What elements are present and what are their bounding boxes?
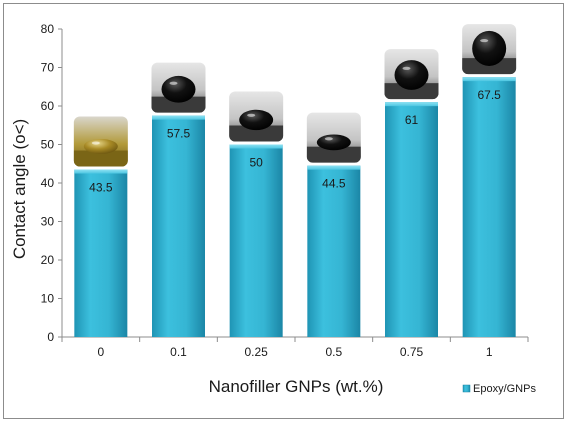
droplet-photo <box>229 91 284 142</box>
droplet-surface <box>229 125 284 142</box>
droplet-surface <box>151 96 206 113</box>
droplet-highlight <box>480 38 489 43</box>
bar-top-highlight <box>74 169 128 174</box>
x-tick-label: 0.1 <box>170 345 187 359</box>
droplet-surface <box>73 150 128 167</box>
y-tick-label: 60 <box>41 99 55 113</box>
droplet-highlight <box>324 137 333 141</box>
y-tick-label: 40 <box>41 176 55 190</box>
legend-swatch <box>462 384 471 393</box>
bar-top-highlight <box>462 77 516 82</box>
bar-top-highlight <box>152 115 205 120</box>
droplet-highlight <box>91 141 100 145</box>
bar <box>462 77 516 337</box>
droplet-surface <box>384 83 439 100</box>
data-label: 50 <box>249 156 263 170</box>
droplet-highlight <box>169 81 178 85</box>
bar-top-highlight <box>229 144 283 149</box>
droplet <box>394 60 429 90</box>
bar <box>229 144 283 337</box>
droplet <box>316 134 351 151</box>
y-tick-label: 10 <box>41 292 55 306</box>
y-axis-title: Contact angle (o<) <box>10 119 29 259</box>
droplet-photo <box>462 24 517 75</box>
droplet-photo <box>151 62 206 113</box>
droplet-photo <box>73 116 128 167</box>
x-tick-label: 0.25 <box>244 345 268 359</box>
droplet <box>161 75 196 103</box>
droplet <box>472 30 507 67</box>
droplet-highlight <box>402 66 411 70</box>
bar <box>385 102 438 338</box>
droplet-highlight <box>247 113 256 117</box>
droplet <box>83 138 118 154</box>
data-label: 43.5 <box>89 181 113 195</box>
x-tick-label: 0 <box>97 345 104 359</box>
bar-top-highlight <box>307 165 361 170</box>
x-tick-label: 0.5 <box>325 345 342 359</box>
y-tick-label: 0 <box>47 330 54 344</box>
bar <box>152 115 205 337</box>
x-axis-title: Nanofiller GNPs (wt.%) <box>209 377 384 396</box>
data-label: 44.5 <box>322 177 346 191</box>
legend: Epoxy/GNPs <box>462 383 536 395</box>
bar <box>74 169 128 337</box>
droplet <box>239 109 274 131</box>
y-tick-label: 70 <box>41 61 55 75</box>
droplet-photo <box>306 112 361 163</box>
droplet-surface <box>306 146 361 163</box>
legend-label: Epoxy/GNPs <box>473 383 536 395</box>
x-tick-label: 0.75 <box>400 345 424 359</box>
y-tick-label: 30 <box>41 215 55 229</box>
bar-top-highlight <box>385 102 438 107</box>
droplet-photo <box>384 49 439 100</box>
data-label: 57.5 <box>167 127 191 141</box>
droplet-surface <box>462 58 517 75</box>
y-tick-label: 50 <box>41 138 55 152</box>
data-label: 61 <box>405 113 419 127</box>
y-tick-label: 20 <box>41 253 55 267</box>
x-tick-label: 1 <box>486 345 493 359</box>
bar <box>307 165 361 337</box>
data-label: 67.5 <box>477 88 501 102</box>
y-tick-label: 80 <box>41 22 55 36</box>
